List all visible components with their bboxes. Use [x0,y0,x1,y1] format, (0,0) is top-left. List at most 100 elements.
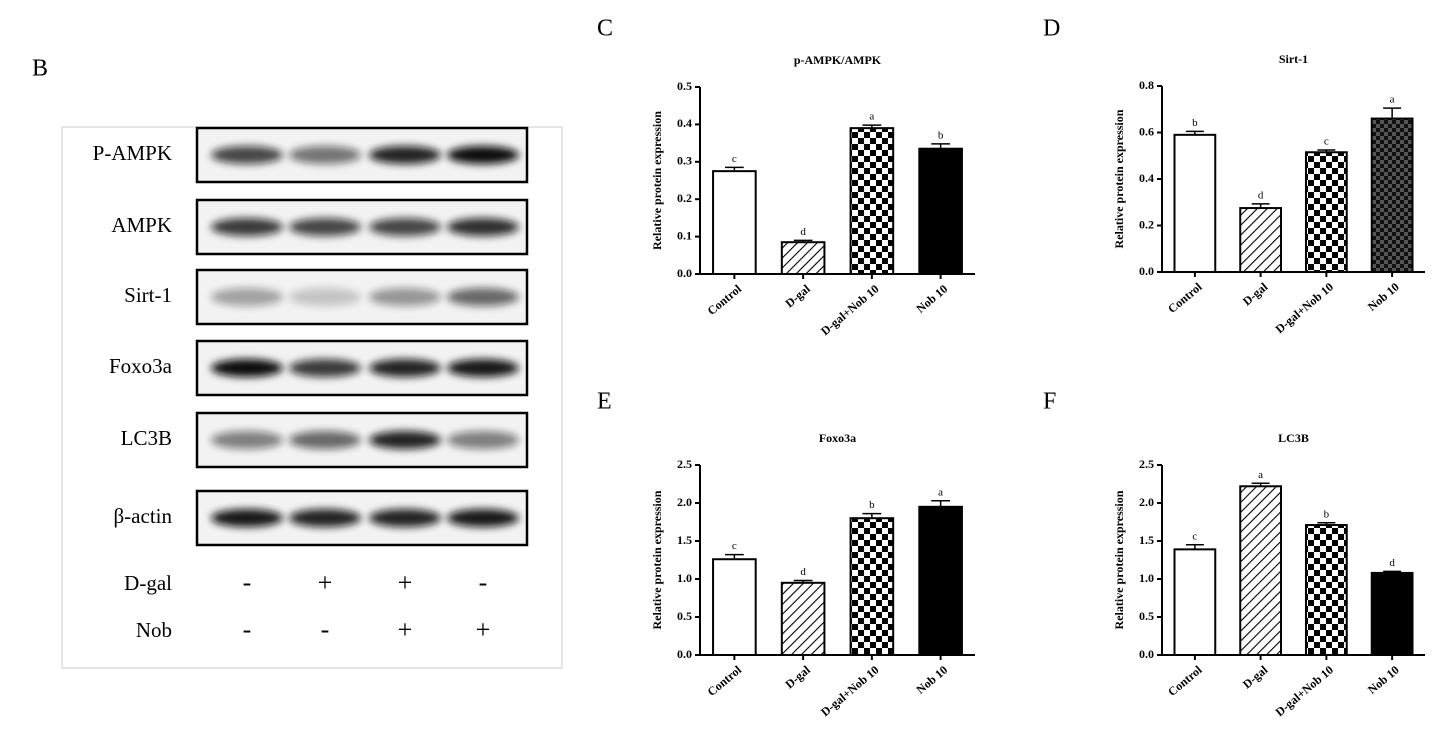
x-tick-label: Control [705,281,745,318]
x-tick-label: D-gal+Nob 10 [818,663,882,719]
blot-row-label: P-AMPK [93,141,172,165]
blot-row-label: β-actin [114,504,173,528]
treatment-sign: - [479,568,488,597]
blot-band [211,288,283,306]
bar [1239,207,1283,273]
bar [1304,151,1348,273]
x-tick-label: Nob 10 [1365,663,1402,697]
blot-band [211,359,283,377]
bar [1239,485,1283,656]
x-tick-label: D-gal [782,281,813,310]
treatment-sign: + [476,615,491,644]
bar [1173,548,1217,656]
chart-title: Foxo3a [819,431,856,445]
chart: D Sirt-1 Relative protein expression 0.0 0.2… [1043,16,1425,336]
y-tick-label: 0.4 [1139,171,1154,185]
blot-band [211,431,283,449]
blot-band [369,218,441,236]
x-tick-label: Nob 10 [913,663,950,697]
bar [1370,571,1414,656]
y-tick-label: 2.0 [677,495,692,509]
blot-band [447,288,519,306]
treatment-sign: + [318,568,333,597]
y-tick-label: 0.0 [677,266,692,280]
x-tick-label: D-gal+Nob 10 [1273,663,1337,719]
y-axis-label: Relative protein expression [650,490,664,629]
blot: P-AMPK AMPK Sirt-1 Foxo3a LC3B β-actin D-gal - +… [93,126,529,644]
bar [918,505,963,656]
y-tick-label: 0.5 [1139,609,1154,623]
chart-title: p-AMPK/AMPK [794,53,882,67]
bar [918,147,963,276]
significance-label: c [1324,135,1329,147]
chart: F LC3B Relative protein expression 0.0 0.5 1.… [1043,389,1425,719]
blot-band [447,218,519,236]
chart: Cp-AMPK/AMPK Relative protein expression 0… [597,16,975,338]
significance-label: a [938,486,943,498]
x-tick-label: Control [705,662,745,699]
significance-label: b [1324,508,1330,520]
significance-label: a [1258,469,1263,481]
y-tick-label: 1.0 [1139,571,1154,585]
x-tick-label: D-gal [782,662,813,691]
treatment-sign: - [321,615,330,644]
treatment-sign: + [398,568,413,597]
y-tick-label: 1.0 [677,571,692,585]
significance-label: d [1389,557,1395,569]
y-tick-label: 0.0 [1139,647,1154,661]
blot-band [447,509,519,527]
bar [1370,117,1414,273]
significance-label: c [1192,530,1197,542]
significance-label: c [732,153,737,165]
significance-label: a [1390,94,1395,106]
bar [712,170,757,275]
blot-band [289,288,361,306]
panel-letter: B [32,56,48,82]
y-axis-label: Relative protein expression [1112,490,1126,629]
panel-letter: E [597,389,612,415]
y-tick-label: 0.1 [677,228,692,242]
x-tick-label: D-gal+Nob 10 [1273,280,1337,336]
chart-title: LC3B [1278,431,1309,445]
significance-label: d [800,226,806,238]
blot-band [289,431,361,449]
y-tick-label: 1.5 [677,533,692,547]
panel-letter: D [1043,16,1060,42]
significance-label: b [869,499,875,511]
blot-band [447,359,519,377]
x-tick-label: Control [1165,662,1205,699]
blot-band [447,146,519,164]
blot-band [289,359,361,377]
x-tick-label: Nob 10 [1365,280,1402,314]
bar [849,517,895,657]
blot-band [369,146,441,164]
blot-row-label: AMPK [111,213,172,237]
blot-row-label: Foxo3a [109,354,173,378]
panel-letter: C [597,16,613,42]
significance-label: b [938,129,944,141]
treatment-sign: + [398,615,413,644]
y-axis-label: Relative protein expression [1112,109,1126,248]
y-tick-label: 0.4 [677,116,692,130]
significance-label: d [800,566,806,578]
y-axis-label: Relative protein expression [650,111,664,250]
y-tick-label: 0.5 [677,609,692,623]
treatment-sign: - [243,615,252,644]
blot-band [211,146,283,164]
significance-label: d [1258,189,1264,201]
bar [1304,524,1348,656]
chart-title: Sirt-1 [1279,52,1308,66]
y-tick-label: 2.5 [1139,457,1154,471]
bar [780,581,826,656]
treatment-sign: - [243,568,252,597]
y-tick-label: 0.2 [1139,217,1154,231]
blot-row-label: Sirt-1 [124,283,172,307]
significance-label: a [869,111,874,123]
y-tick-label: 2.0 [1139,495,1154,509]
bar [1173,133,1217,273]
x-tick-label: Control [1165,279,1205,316]
blot-row-label: LC3B [121,426,172,450]
blot-band [211,218,283,236]
significance-label: b [1192,117,1198,129]
